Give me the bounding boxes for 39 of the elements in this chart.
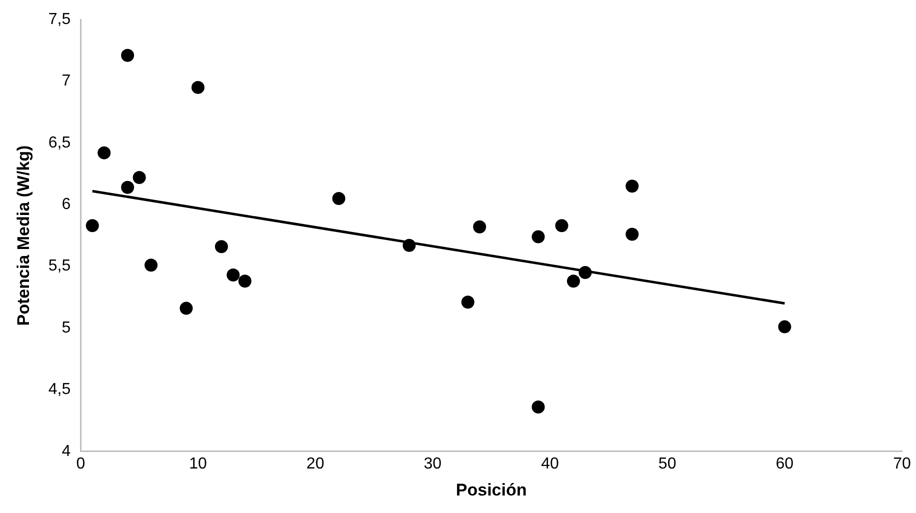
point xyxy=(121,180,134,194)
point xyxy=(98,146,111,160)
x-tick-label: 70 xyxy=(893,455,911,472)
x-tick-label: 50 xyxy=(658,455,676,472)
y-tick-label: 6,5 xyxy=(48,134,71,152)
y-tick-label: 4 xyxy=(62,442,71,460)
y-tick-label: 5 xyxy=(62,319,71,336)
x-tick-label: 20 xyxy=(306,455,324,472)
point xyxy=(132,171,146,184)
x-tick-label: 40 xyxy=(541,455,559,472)
y-tick-label: 6 xyxy=(62,196,71,214)
point xyxy=(555,219,568,232)
point xyxy=(180,302,193,315)
x-tick-label: 30 xyxy=(424,455,442,472)
y-tick-label: 7,5 xyxy=(48,11,71,28)
point xyxy=(144,258,158,272)
y-axis-title: Potencia Media (W/kg) xyxy=(14,145,33,326)
point xyxy=(532,230,545,244)
point xyxy=(191,80,204,94)
point xyxy=(226,268,240,282)
point xyxy=(332,192,346,205)
x-axis-title: Posición xyxy=(456,480,527,500)
point xyxy=(532,400,545,414)
point xyxy=(461,296,474,309)
point xyxy=(86,219,99,232)
y-tick-label: 4,5 xyxy=(48,381,71,398)
point xyxy=(778,320,792,334)
point xyxy=(626,180,639,193)
point xyxy=(238,274,252,288)
point xyxy=(626,228,639,241)
x-tick-label: 0 xyxy=(76,455,86,472)
point xyxy=(473,220,486,234)
x-tick-label: 60 xyxy=(776,455,794,472)
x-tick-label: 10 xyxy=(189,455,207,472)
y-tick-label: 7 xyxy=(62,72,71,90)
point xyxy=(566,274,580,288)
point xyxy=(121,48,134,62)
y-tick-label: 5,5 xyxy=(48,258,71,275)
point xyxy=(214,240,228,254)
